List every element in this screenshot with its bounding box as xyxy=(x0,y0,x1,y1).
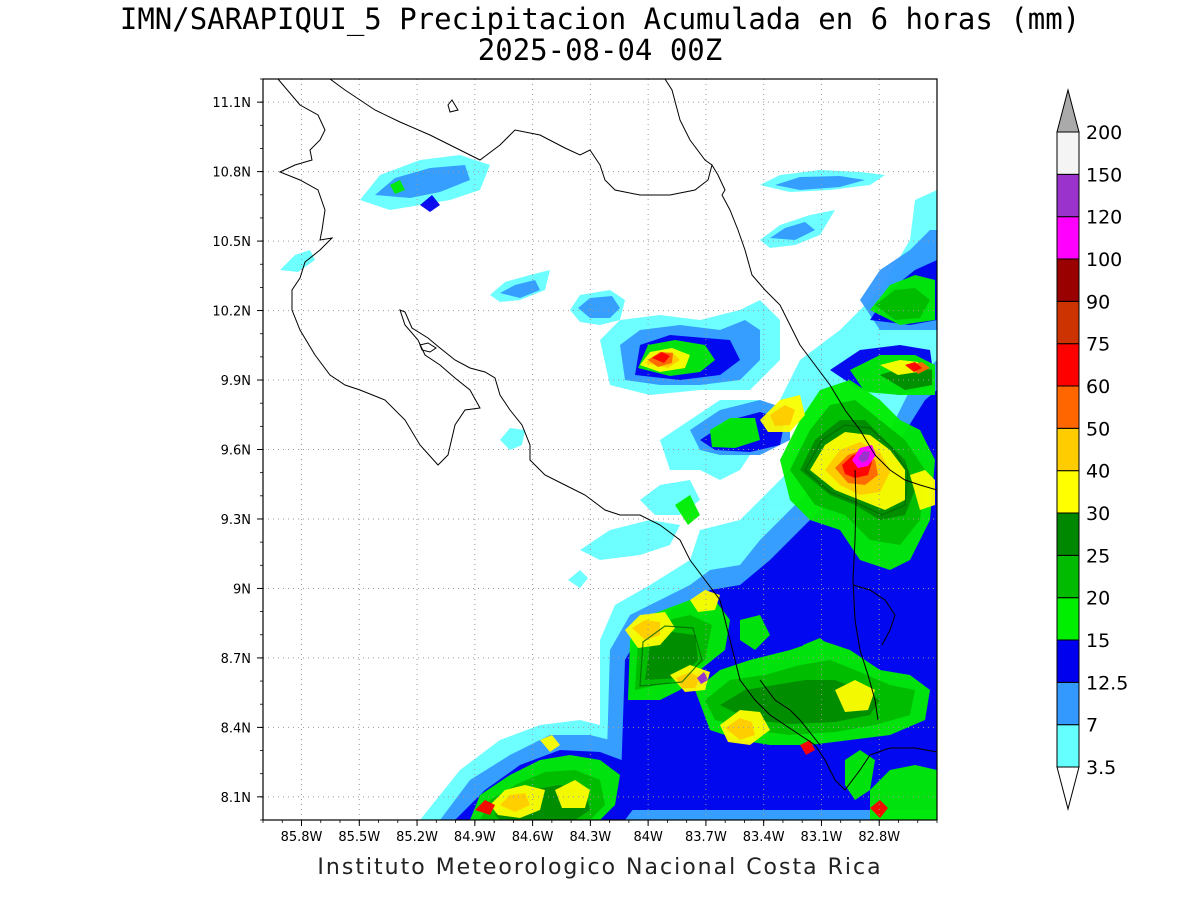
colorbar-swatch xyxy=(1056,427,1080,472)
x-tick-label: 83.7W xyxy=(685,830,727,845)
x-tick-label: 84.9W xyxy=(454,830,496,845)
colorbar-label: 7 xyxy=(1086,715,1098,737)
y-tick-label: 10.2N xyxy=(212,305,251,320)
x-tick-label: 85.8W xyxy=(281,830,323,845)
x-tick-label: 84W xyxy=(633,830,663,845)
colorbar-swatch xyxy=(1056,300,1080,345)
map-subtitle: 2025-08-04 00Z xyxy=(477,33,723,67)
colorbar-swatch xyxy=(1056,216,1080,260)
colorbar-label: 15 xyxy=(1086,630,1110,652)
map-title: IMN/SARAPIQUI_5 Precipitacion Acumulada … xyxy=(119,2,1081,36)
y-tick-label: 8.4N xyxy=(221,721,251,736)
x-axis-ticks: 85.8W 85.5W 85.2W 84.9W 84.6W 84.3W 84W 83.7W 83… xyxy=(262,820,938,845)
colorbar-label: 150 xyxy=(1086,164,1122,186)
colorbar-label: 12.5 xyxy=(1086,672,1128,694)
x-tick-label: 83.1W xyxy=(801,830,843,845)
x-tick-label: 84.6W xyxy=(512,830,554,845)
colorbar-label: 200 xyxy=(1086,122,1122,144)
y-tick-label: 9.6N xyxy=(221,444,251,459)
colorbar-label: 60 xyxy=(1086,376,1110,398)
y-axis-ticks: 8.1N 8.4N 8.7N 9N 9.3N 9.6N 9.9N 10.2N 10.5N 10.8… xyxy=(212,78,263,821)
y-tick-label: 9.9N xyxy=(221,374,251,389)
y-tick-label: 9N xyxy=(233,582,251,597)
colorbar-swatch xyxy=(1056,681,1080,726)
colorbar: 3.5 7 12.5 15 20 25 30 40 50 60 75 90 100 120 150 200 xyxy=(1056,88,1128,811)
x-tick-label: 85.2W xyxy=(396,830,438,845)
colorbar-label: 20 xyxy=(1086,588,1110,610)
map-grid xyxy=(263,79,937,820)
precip-contour-accents xyxy=(639,424,909,687)
colorbar-label: 40 xyxy=(1086,461,1110,483)
colorbar-label: 100 xyxy=(1086,249,1122,271)
y-tick-label: 10.5N xyxy=(212,235,251,250)
colorbar-swatch xyxy=(1056,639,1080,683)
colorbar-swatch xyxy=(1056,173,1080,218)
colorbar-swatch xyxy=(1056,470,1080,514)
colorbar-swatch xyxy=(1056,597,1080,641)
colorbar-swatch xyxy=(1056,724,1080,768)
colorbar-swatch xyxy=(1056,258,1080,302)
colorbar-label: 3.5 xyxy=(1086,757,1116,779)
colorbar-swatch xyxy=(1056,131,1080,175)
y-tick-label: 10.8N xyxy=(212,166,251,181)
y-tick-label: 8.7N xyxy=(221,652,251,667)
colorbar-label: 50 xyxy=(1086,418,1110,440)
x-tick-label: 85.5W xyxy=(338,830,380,845)
precip-layer-120 xyxy=(697,445,876,684)
colorbar-label: 30 xyxy=(1086,503,1110,525)
y-tick-label: 9.3N xyxy=(221,513,251,528)
y-tick-label: 8.1N xyxy=(221,791,251,806)
colorbar-swatch xyxy=(1056,512,1080,556)
colorbar-over-triangle xyxy=(1056,88,1080,133)
colorbar-label: 120 xyxy=(1086,207,1122,229)
x-tick-label: 83.4W xyxy=(743,830,785,845)
colorbar-swatch xyxy=(1056,343,1080,387)
institution-footer: Instituto Meteorologico Nacional Costa R… xyxy=(317,855,883,880)
colorbar-label: 25 xyxy=(1086,545,1110,567)
y-tick-label: 11.1N xyxy=(212,96,251,111)
colorbar-swatch xyxy=(1056,385,1080,429)
coastlines-borders xyxy=(277,79,937,791)
colorbar-label: 75 xyxy=(1086,334,1110,356)
colorbar-label: 90 xyxy=(1086,291,1110,313)
x-tick-label: 82.8W xyxy=(858,830,900,845)
precip-layer-30 xyxy=(490,348,935,818)
x-tick-label: 84.3W xyxy=(569,830,611,845)
colorbar-swatch xyxy=(1056,554,1080,599)
colorbar-under-triangle xyxy=(1056,766,1080,811)
